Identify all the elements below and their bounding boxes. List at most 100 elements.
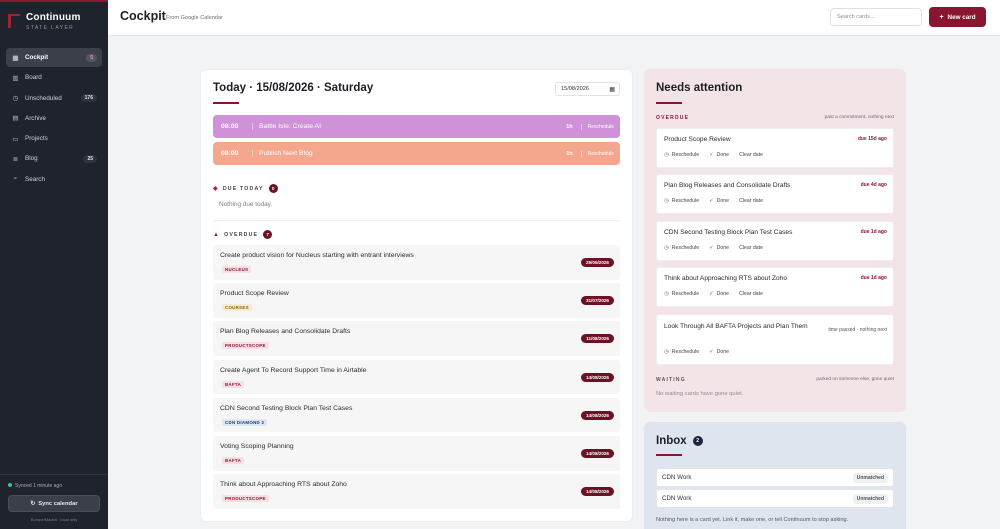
slot-duration: 1h [566, 150, 573, 157]
section-divider [213, 220, 620, 221]
sidebar-item-blog[interactable]: ≣ Blog 25 [6, 149, 102, 168]
overdue-card[interactable]: Think about Approaching RTS about Zoho PR… [213, 474, 620, 509]
sidebar-item-count: 176 [80, 94, 97, 103]
attention-card-due: due 1d ago [860, 229, 887, 235]
overdue-card[interactable]: Product Scope Review COURSES 31/07/2026 [213, 283, 620, 318]
slot-duration: 1h [566, 123, 573, 130]
sidebar-nav: ▦ Cockpit 5 ▥ Board ◷ Unscheduled 176 ▤ … [6, 48, 102, 190]
check-icon: ✓ [709, 291, 714, 297]
done-button[interactable]: ✓ Done [709, 245, 729, 251]
project-tag: BAFTA [222, 380, 245, 388]
attention-card-title: Product Scope Review [664, 136, 731, 143]
sidebar: Continuum STATE LAYER ▦ Cockpit 5 ▥ Boar… [0, 0, 108, 529]
page-title: Cockpit [120, 9, 166, 23]
attention-card[interactable]: Look Through All BAFTA Projects and Plan… [656, 314, 894, 365]
sidebar-item-label: Cockpit [25, 54, 49, 61]
clear-date-button[interactable]: Clear date [739, 291, 763, 297]
sidebar-item-label: Board [25, 74, 42, 82]
clear-date-label: Clear date [739, 245, 763, 251]
due-today-empty: Nothing due today. [219, 201, 273, 208]
attention-card-actions: ◷ Reschedule ✓ Done Clear date [664, 291, 773, 297]
sidebar-item-count: 25 [83, 154, 97, 163]
status-dot-icon [8, 483, 12, 487]
overdue-card[interactable]: CDN Second Testing Block Plan Test Cases… [213, 397, 620, 433]
sync-status-text: Synced 1 minute ago [15, 483, 62, 489]
done-label: Done [716, 152, 730, 158]
attention-card[interactable]: CDN Second Testing Block Plan Test Cases… [656, 221, 894, 261]
done-button[interactable]: ✓ Done [709, 198, 729, 204]
attention-card[interactable]: Think about Approaching RTS about Zoho du… [656, 267, 894, 307]
overdue-card-title: Product Scope Review [220, 290, 289, 298]
done-button[interactable]: ✓ Done [709, 152, 729, 158]
clock-icon: ◷ [664, 198, 669, 204]
done-button[interactable]: ✓ Done [709, 349, 729, 355]
due-date-badge: 14/08/2026 [581, 487, 614, 497]
sidebar-item-cockpit[interactable]: ▦ Cockpit 5 [6, 48, 102, 67]
overdue-card-title: Plan Blog Releases and Consolidate Draft… [220, 328, 351, 336]
inbox-title: Inbox [656, 435, 687, 447]
diamond-icon: ◆ [213, 186, 219, 192]
search-input[interactable] [830, 8, 922, 26]
inbox-note: Nothing here is a card yet. Link it, mak… [656, 517, 849, 523]
title-underline [656, 102, 682, 104]
attention-card-actions: ◷ Reschedule ✓ Done [664, 349, 739, 355]
project-tag: PRODUCTSCOPE [222, 495, 269, 503]
calendar-slot[interactable]: 08:00 Battle Isle: Create AI 1h Reschedu… [213, 115, 620, 138]
done-label: Done [716, 291, 730, 297]
waiting-label: WAITING [656, 377, 686, 383]
sync-calendar-button[interactable]: ↻ Sync calendar [8, 495, 100, 512]
reschedule-button[interactable]: ◷ Reschedule [664, 291, 699, 297]
due-date-badge: 14/08/2026 [581, 372, 614, 382]
slot-title: Battle Isle: Create AI [259, 123, 321, 130]
reschedule-button[interactable]: ◷ Reschedule [664, 152, 699, 158]
date-picker[interactable]: 15/08/2026 ▦ [555, 82, 620, 96]
attention-card[interactable]: Product Scope Review due 15d ago ◷ Reschedu… [656, 128, 894, 168]
new-card-button[interactable]: + New card [929, 7, 986, 27]
sidebar-item-board[interactable]: ▥ Board [6, 68, 102, 87]
attention-card-due: due 4d ago [860, 182, 887, 188]
slot-reschedule-button[interactable]: Reschedule [580, 123, 614, 130]
sidebar-item-projects[interactable]: ▭ Projects [6, 129, 102, 148]
reschedule-button[interactable]: ◷ Reschedule [664, 349, 699, 355]
reschedule-button[interactable]: ◷ Reschedule [664, 245, 699, 251]
attention-card-title: Think about Approaching RTS about Zoho [664, 275, 788, 282]
overdue-card-title: Think about Approaching RTS about Zoho [220, 481, 347, 489]
app-name: Continuum [26, 12, 81, 23]
due-today-heading: ◆ DUE TODAY 0 [213, 184, 278, 193]
page-subtitle: From Google Calendar [166, 15, 223, 21]
reschedule-label: Reschedule [671, 152, 700, 158]
done-button[interactable]: ✓ Done [709, 291, 729, 297]
check-icon: ✓ [709, 198, 714, 204]
overdue-card[interactable]: Plan Blog Releases and Consolidate Draft… [213, 321, 620, 356]
needs-attention-title: Needs attention [656, 82, 743, 94]
sidebar-item-archive[interactable]: ▤ Archive [6, 109, 102, 128]
project-tag: CDN DIAMOND 2 [222, 418, 268, 426]
overdue-card[interactable]: Create Agent To Record Support Time in A… [213, 359, 620, 395]
sidebar-item-unscheduled[interactable]: ◷ Unscheduled 176 [6, 89, 102, 108]
reschedule-label: Reschedule [671, 349, 700, 355]
sidebar-footer: Synced 1 minute ago ↻ Sync calendar Europ… [0, 474, 108, 522]
grid-icon: ▦ [12, 54, 19, 62]
sidebar-item-label: Unscheduled [25, 94, 62, 102]
attention-card[interactable]: Plan Blog Releases and Consolidate Draft… [656, 174, 894, 214]
inbox-heading: Inbox 2 [656, 435, 703, 447]
calendar-slot[interactable]: 08:00 Publish Next Blog 1h Reschedule [213, 142, 620, 165]
attention-card-title: Plan Blog Releases and Consolidate Draft… [664, 182, 791, 189]
clear-date-button[interactable]: Clear date [739, 152, 763, 158]
sidebar-item-search[interactable]: ⌕ Search [6, 170, 102, 189]
inbox-row[interactable]: CDN Work Unmatched [656, 489, 894, 508]
overdue-card[interactable]: Create product vision for Nucleus starti… [213, 245, 620, 280]
reschedule-button[interactable]: ◷ Reschedule [664, 198, 699, 204]
slot-time: 08:00 [213, 123, 253, 130]
board-icon: ▥ [12, 74, 19, 82]
overdue-card-title: Create Agent To Record Support Time in A… [220, 366, 367, 374]
clear-date-button[interactable]: Clear date [739, 245, 763, 251]
clear-date-button[interactable]: Clear date [739, 198, 763, 204]
folder-icon: ▭ [12, 135, 19, 143]
attention-card-actions: ◷ Reschedule ✓ Done Clear date [664, 152, 773, 158]
slot-reschedule-button[interactable]: Reschedule [580, 150, 614, 157]
brand: Continuum STATE LAYER [8, 12, 81, 31]
overdue-heading: ▲ OVERDUE 7 [213, 230, 273, 239]
overdue-card[interactable]: Voting Scoping Planning BAFTA 14/08/2026 [213, 436, 620, 471]
inbox-row[interactable]: CDN Work Unmatched [656, 468, 894, 487]
